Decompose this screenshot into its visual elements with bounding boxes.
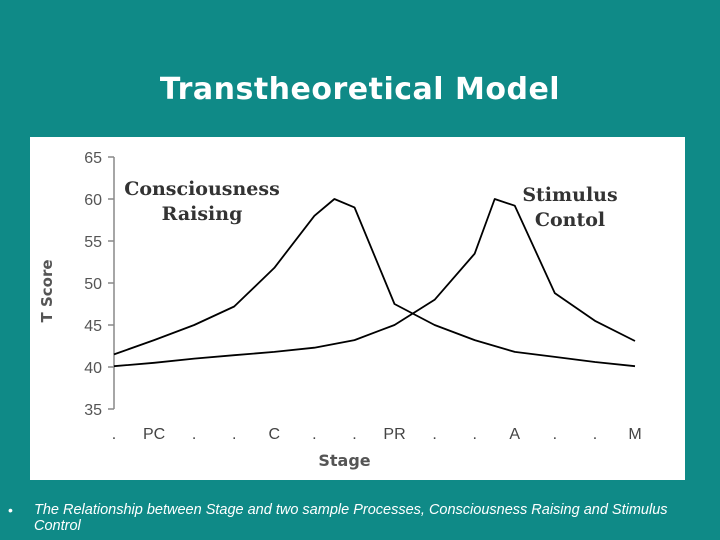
series-line-stimulus-control <box>113 198 636 368</box>
x-tick-label: . <box>553 426 557 443</box>
series-label: Consciousness <box>124 178 280 200</box>
x-tick-label: . <box>593 426 597 443</box>
x-tick-label: PR <box>383 426 405 443</box>
line-chart: 35 40 45 50 55 60 65. PC.. C.. PR.. A.. M Stage T Sco… <box>38 150 642 470</box>
y-tick-label: 40 <box>84 360 102 377</box>
series-label: Raising <box>162 203 243 225</box>
x-tick-label: . <box>352 426 356 443</box>
x-tick-label: M <box>628 426 641 443</box>
y-tick-label: 50 <box>84 276 102 293</box>
chart-panel: 35 40 45 50 55 60 65. PC.. C.. PR.. A.. M Stage T Sco… <box>30 137 685 480</box>
series-label: Stimulus <box>522 184 617 206</box>
caption-bullet: • <box>8 502 13 518</box>
x-axis-title: Stage <box>318 451 370 470</box>
y-tick-label: 35 <box>84 402 102 419</box>
y-axis-title: T Score <box>38 259 56 322</box>
slide-title: Transtheoretical Model <box>159 72 561 107</box>
x-tick-label: . <box>232 426 236 443</box>
y-tick-label: 45 <box>84 318 102 335</box>
x-tick-label: . <box>112 426 116 443</box>
x-tick-label: PC <box>143 426 165 443</box>
x-tick-label: C <box>269 426 281 443</box>
y-tick-label: 55 <box>84 234 102 251</box>
series-line-consciousness-raising <box>113 198 636 368</box>
y-tick-label: 65 <box>84 150 102 167</box>
x-tick-label: . <box>312 426 316 443</box>
y-tick-label: 60 <box>84 192 102 209</box>
x-tick-label: . <box>432 426 436 443</box>
x-tick-label: A <box>509 426 520 443</box>
slide-caption: The Relationship between Stage and two s… <box>34 502 668 534</box>
x-tick-label: . <box>472 426 476 443</box>
x-tick-label: . <box>192 426 196 443</box>
series-label: Contol <box>535 209 605 231</box>
